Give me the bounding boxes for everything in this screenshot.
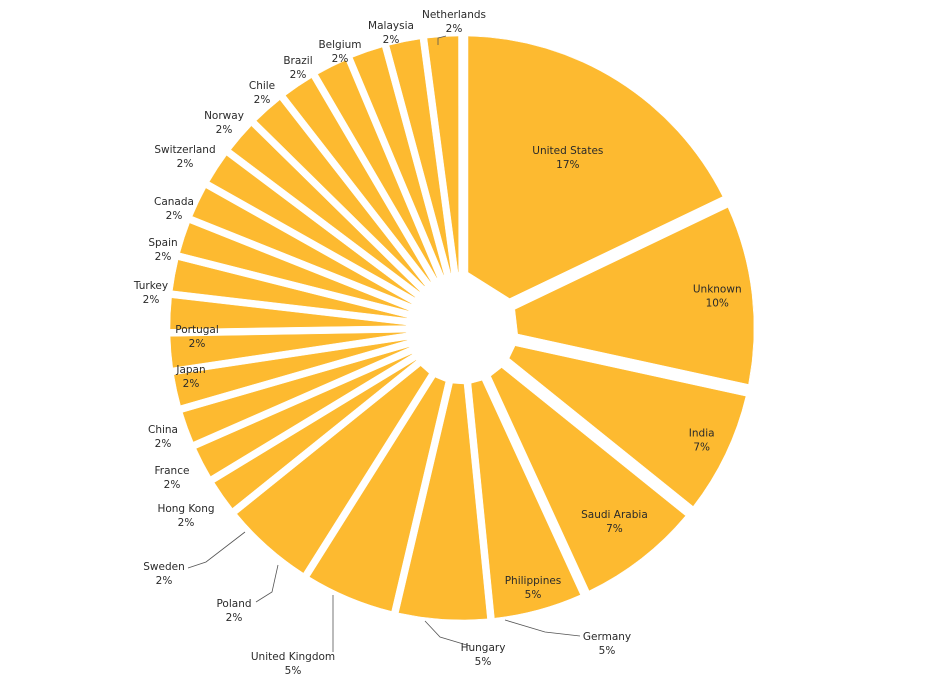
pie-slice-japan [169, 297, 407, 330]
slice-label-hong-kong: Hong Kong [157, 503, 214, 515]
slice-percent-belgium: 2% [332, 53, 349, 65]
leader-lines [187, 35, 581, 652]
slice-percent-unknown: 10% [706, 297, 729, 309]
slice-label-united-states: United States [532, 145, 603, 157]
slice-percent-malaysia: 2% [383, 34, 400, 46]
pie-slice-turkey [179, 222, 410, 312]
slice-label-malaysia: Malaysia [368, 20, 414, 32]
slice-percent-united-states: 17% [556, 159, 579, 171]
pie-slice-spain [191, 187, 412, 305]
slice-percent-india: 7% [693, 442, 710, 454]
slice-percent-norway: 2% [216, 124, 233, 136]
pie-slice-portugal [172, 259, 408, 319]
slice-label-philippines: Philippines [505, 575, 562, 587]
slice-label-germany: Germany [583, 631, 631, 643]
slice-label-canada: Canada [154, 196, 194, 208]
slice-percent-sweden: 2% [156, 575, 173, 587]
pie-slice-malaysia [388, 38, 452, 274]
pie-slice-brazil [317, 59, 438, 279]
slice-label-saudi-arabia: Saudi Arabia [581, 509, 648, 521]
slice-percent-chile: 2% [254, 94, 271, 106]
slice-percent-saudi-arabia: 7% [606, 523, 623, 535]
slice-label-india: India [689, 428, 715, 440]
slice-label-turkey: Turkey [133, 280, 168, 292]
leader-line-hungary [424, 620, 471, 647]
leader-line-netherlands [437, 35, 447, 45]
slice-label-france: France [155, 465, 190, 477]
pie-slice-india [508, 345, 747, 507]
pie-slice-philippines [470, 379, 581, 619]
slice-label-china: China [148, 424, 178, 436]
leader-line-poland [255, 564, 279, 603]
pie-slice-norway [255, 99, 426, 287]
slice-percent-poland: 2% [226, 612, 243, 624]
pie-slice-france [173, 339, 408, 406]
pie-slice-netherlands [426, 35, 459, 273]
slice-percent-hong-kong: 2% [178, 517, 195, 529]
pie-slice-chile [285, 77, 432, 283]
slice-percent-spain: 2% [155, 251, 172, 263]
pie-slice-united-states [467, 35, 724, 299]
slice-percent-france: 2% [164, 479, 181, 491]
slice-label-united-kingdom: United Kingdom [251, 651, 335, 663]
slice-percent-philippines: 5% [525, 589, 542, 601]
slice-label-unknown: Unknown [693, 283, 742, 295]
slice-label-switzerland: Switzerland [154, 144, 215, 156]
slice-label-hungary: Hungary [461, 642, 506, 654]
leader-line-germany [504, 619, 581, 637]
slice-percent-canada: 2% [166, 210, 183, 222]
slice-percent-switzerland: 2% [177, 158, 194, 170]
pie-slice-hong-kong [182, 346, 410, 443]
pie-slice-canada [208, 154, 416, 299]
pie-slice-saudi-arabia [490, 367, 686, 592]
slice-percent-hungary: 5% [475, 656, 492, 668]
pie-slices [169, 35, 755, 621]
pie-slice-germany [398, 382, 488, 621]
slice-label-belgium: Belgium [318, 39, 361, 51]
leader-line-sweden [187, 531, 246, 569]
slice-percent-germany: 5% [599, 645, 616, 657]
slice-percent-turkey: 2% [143, 294, 160, 306]
slice-labels: United States 17% Unknown 10% India 7% Saudi A… [133, 9, 742, 677]
slice-label-norway: Norway [204, 110, 244, 122]
slice-percent-brazil: 2% [290, 69, 307, 81]
slice-label-sweden: Sweden [143, 561, 185, 573]
slice-label-chile: Chile [249, 80, 275, 92]
pie-slice-china [169, 332, 407, 369]
pie-slice-switzerland [230, 125, 421, 293]
pie-slice-belgium [352, 46, 445, 276]
slice-label-netherlands: Netherlands [422, 9, 486, 21]
slice-percent-china: 2% [155, 438, 172, 450]
slice-percent-portugal: 2% [189, 338, 206, 350]
pie-slice-poland [213, 359, 417, 509]
pie-slice-unknown [514, 207, 755, 385]
slice-label-portugal: Portugal [175, 324, 219, 336]
slice-label-poland: Poland [216, 598, 251, 610]
pie-slice-sweden [195, 353, 413, 477]
pie-slice-hungary [308, 376, 447, 612]
slice-label-japan: Japan [175, 364, 205, 376]
pie-slice-united-kingdom [236, 365, 430, 574]
slice-label-spain: Spain [148, 237, 177, 249]
slice-percent-netherlands: 2% [446, 23, 463, 35]
slice-percent-united-kingdom: 5% [285, 665, 302, 677]
slice-percent-japan: 2% [183, 378, 200, 390]
slice-label-brazil: Brazil [283, 55, 312, 67]
